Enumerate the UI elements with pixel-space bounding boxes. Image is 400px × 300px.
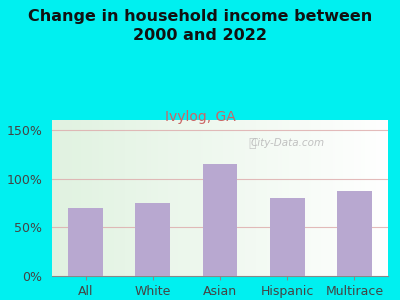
Bar: [68, 208, 103, 276]
Bar: [135, 203, 170, 276]
Text: City-Data.com: City-Data.com: [250, 138, 324, 148]
Bar: [337, 191, 372, 276]
Text: ⓘ: ⓘ: [248, 137, 256, 150]
Text: Change in household income between
2000 and 2022: Change in household income between 2000 …: [28, 9, 372, 43]
Bar: [270, 198, 305, 276]
Bar: [202, 164, 238, 276]
Text: Ivylog, GA: Ivylog, GA: [165, 110, 235, 124]
